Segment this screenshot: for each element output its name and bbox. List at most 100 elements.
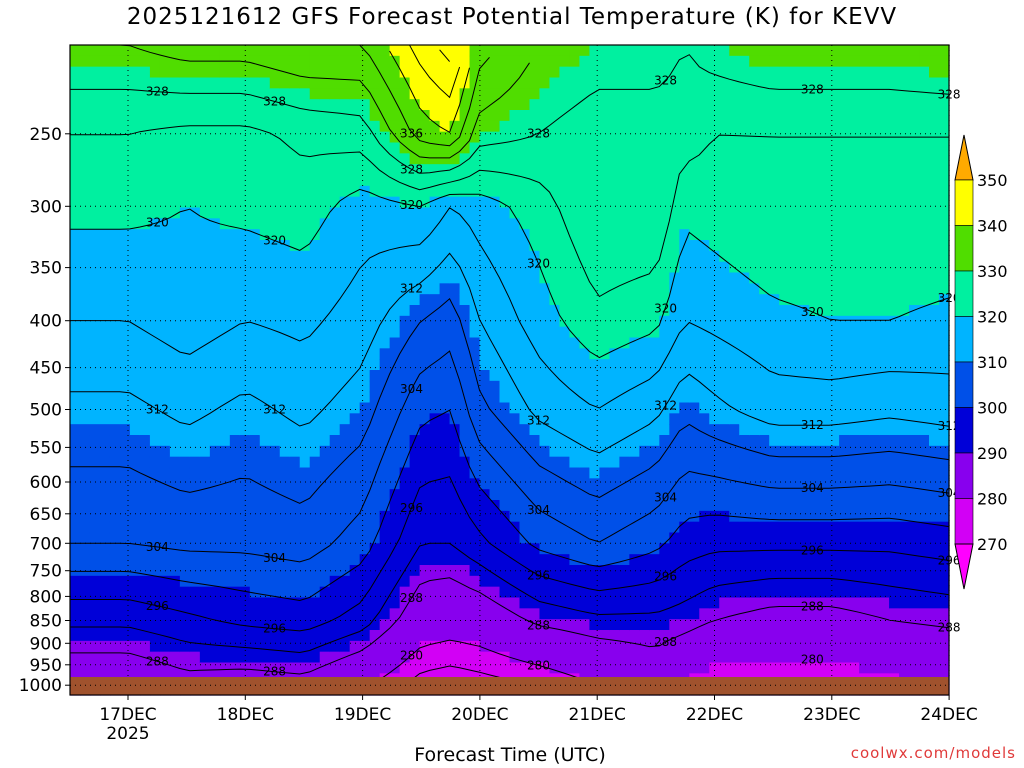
theta-cell [649,261,660,274]
theta-cell [589,510,600,523]
theta-cell [569,489,581,501]
theta-cell [599,66,610,79]
theta-cell [139,521,151,534]
theta-cell [389,240,401,252]
theta-cell [399,435,411,447]
theta-cell [249,370,261,382]
theta-cell [719,391,730,404]
theta-cell [299,608,311,620]
theta-cell [209,153,221,165]
theta-cell [689,424,700,436]
theta-cell [229,348,241,360]
theta-cell [469,142,481,154]
theta-cell [319,478,331,490]
theta-cell [479,543,491,555]
theta-cell [739,500,750,512]
theta-cell [489,532,501,544]
theta-cell [70,272,81,284]
theta-cell [469,240,481,252]
theta-cell [329,326,341,339]
theta-cell [569,120,581,133]
theta-cell [539,651,551,664]
theta-cell [459,424,471,436]
theta-cell [99,456,111,469]
theta-cell [759,543,770,555]
theta-cell [479,554,491,566]
theta-cell [669,489,680,501]
theta-cell [199,532,211,544]
theta-cell [119,305,131,317]
theta-cell [349,315,361,328]
theta-cell [319,586,331,599]
theta-cell [459,521,471,534]
theta-cell [109,586,121,599]
theta-cell [649,337,660,349]
theta-cell [489,272,501,284]
theta-cell [759,532,770,544]
theta-cell [659,619,670,631]
theta-cell [149,283,161,295]
theta-cell [239,456,251,469]
theta-cell [729,543,740,555]
theta-cell [669,66,680,79]
theta-cell [349,261,361,274]
theta-cell [559,142,571,154]
theta-cell [629,608,640,620]
theta-cell [279,402,291,414]
theta-cell [89,131,101,144]
theta-cell [369,651,381,664]
theta-cell [189,305,201,317]
theta-cell [499,467,511,479]
theta-cell [799,640,810,653]
theta-cell [149,543,161,555]
theta-cell [579,196,591,209]
theta-cell [359,175,371,187]
theta-cell [709,380,720,393]
theta-cell [349,164,361,176]
theta-cell [689,586,700,599]
theta-cell [489,521,501,534]
theta-cell [769,391,780,404]
theta-cell [279,175,291,187]
theta-cell [819,413,830,425]
chart-title: 2025121612 GFS Forecast Potential Temper… [126,4,898,30]
theta-cell [269,456,281,469]
theta-cell [339,640,351,653]
theta-cell [869,370,880,382]
theta-cell [619,45,630,57]
theta-cell [819,294,830,306]
theta-cell [559,456,571,469]
theta-cell [739,283,750,295]
theta-cell [619,283,630,295]
theta-cell [139,99,151,111]
theta-cell [149,532,161,544]
theta-cell [509,575,521,588]
theta-cell [739,326,750,339]
theta-cell [329,586,341,599]
theta-cell [739,131,750,144]
theta-cell [779,543,790,555]
theta-cell [829,240,840,252]
theta-cell [289,185,301,198]
theta-cell [379,521,391,534]
theta-cell [529,489,541,501]
theta-cell [799,359,810,371]
theta-cell [459,608,471,620]
theta-cell [419,153,431,165]
theta-cell [339,164,351,176]
theta-cell [789,478,800,490]
theta-cell [189,619,201,631]
theta-cell [409,142,421,154]
theta-cell [479,651,491,664]
theta-cell [489,120,501,133]
theta-cell [649,380,660,393]
theta-cell [70,110,81,122]
theta-cell [269,250,281,263]
theta-cell [139,543,151,555]
theta-cell [599,597,610,609]
theta-cell [70,424,81,436]
theta-cell [219,99,231,111]
theta-cell [809,651,820,664]
theta-cell [339,229,351,241]
theta-cell [299,250,311,263]
